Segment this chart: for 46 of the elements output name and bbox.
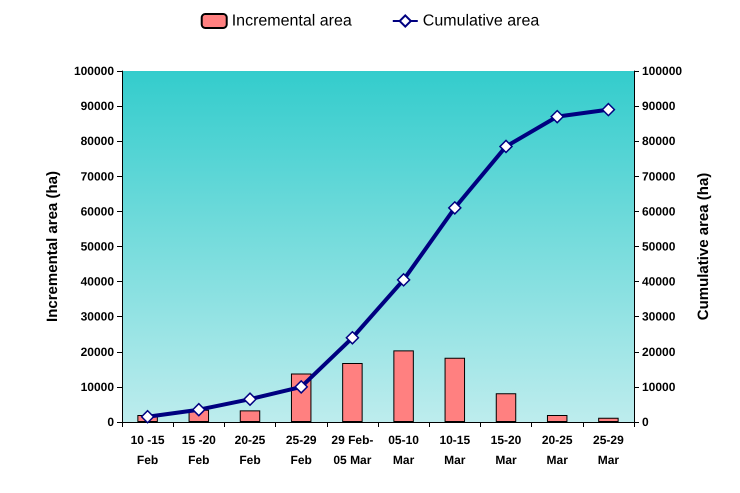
x-tick-label: 10 -15 Feb bbox=[130, 433, 165, 467]
legend-label: Cumulative area bbox=[422, 12, 540, 30]
point bbox=[294, 380, 308, 394]
y-tick-label: 90000 bbox=[80, 99, 114, 114]
y2-axis-title: Cumulative area (ha) bbox=[695, 172, 712, 320]
y-tick-label: 0 bbox=[107, 415, 114, 429]
point bbox=[140, 410, 154, 424]
y2-tick-label: 40000 bbox=[642, 274, 676, 289]
y-tick-label: 50000 bbox=[80, 240, 114, 254]
point bbox=[243, 392, 257, 406]
x-tick-label: 25-29 Mar bbox=[593, 433, 624, 467]
y2-tick-label: 10000 bbox=[642, 380, 676, 394]
y2-tick-label: 80000 bbox=[642, 134, 676, 148]
legend-label: Incremental area bbox=[232, 12, 352, 30]
y-tick-label: 40000 bbox=[80, 274, 114, 289]
x-tick-label: 29 Feb- 05 Mar bbox=[331, 433, 374, 467]
y2-tick-label: 60000 bbox=[642, 204, 676, 218]
y-tick-label: 70000 bbox=[80, 169, 114, 184]
point bbox=[602, 102, 616, 116]
y2-tick-label: 30000 bbox=[642, 310, 676, 324]
y-tick-label: 60000 bbox=[80, 204, 114, 218]
y2-tick-label: 20000 bbox=[642, 344, 676, 359]
x-tick-label: 15 -20 Feb bbox=[182, 433, 216, 467]
y2-tick-label: 0 bbox=[642, 415, 649, 429]
x-tick-label: 20-25 Feb bbox=[234, 433, 266, 467]
point bbox=[550, 110, 564, 124]
y-tick-label: 80000 bbox=[80, 134, 114, 148]
y2-tick-label: 50000 bbox=[642, 240, 676, 254]
x-tick-label: 10-15 Mar bbox=[439, 433, 470, 467]
y-tick-label: 100000 bbox=[74, 64, 114, 78]
y-axis-title: Incremental area (ha) bbox=[44, 171, 61, 322]
point bbox=[499, 140, 513, 154]
x-tick-label: 20-25 Mar bbox=[542, 433, 573, 467]
point bbox=[192, 402, 206, 416]
y2-tick-label: 70000 bbox=[642, 169, 676, 184]
x-tick-label: 15-20 Mar bbox=[490, 433, 522, 467]
y2-tick-label: 100000 bbox=[642, 64, 682, 78]
x-tick-label: 25-29 Feb bbox=[286, 433, 317, 467]
y-tick-label: 10000 bbox=[80, 380, 114, 394]
y-tick-label: 20000 bbox=[80, 344, 114, 359]
point bbox=[396, 273, 410, 287]
point bbox=[448, 201, 462, 215]
y-tick-label: 30000 bbox=[80, 310, 114, 324]
y2-tick-label: 90000 bbox=[642, 99, 676, 114]
point bbox=[346, 331, 360, 345]
x-tick-label: 05-10 Mar bbox=[388, 433, 420, 467]
